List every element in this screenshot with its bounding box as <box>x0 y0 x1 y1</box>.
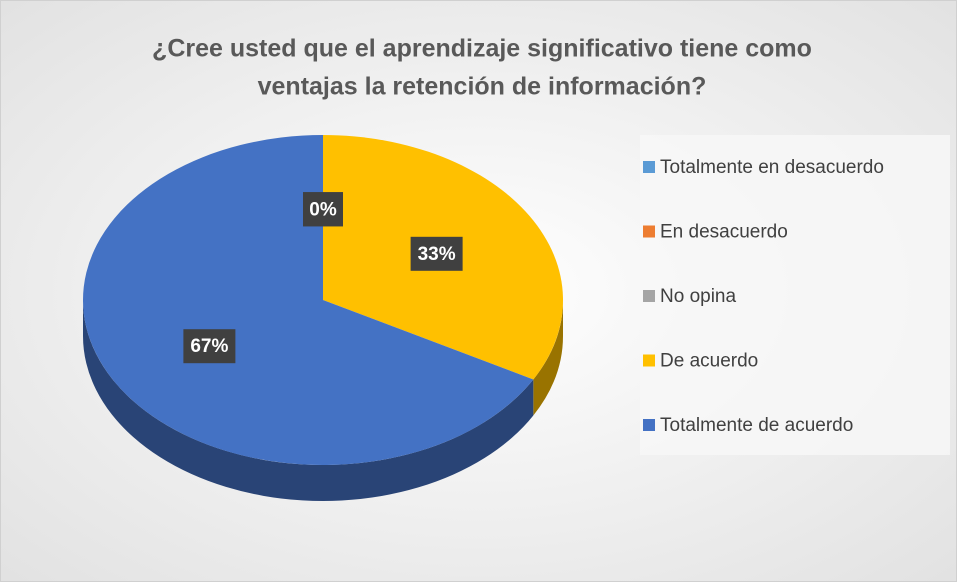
legend-swatch <box>643 225 655 238</box>
legend-swatch <box>643 419 655 431</box>
slice <box>83 135 534 465</box>
legend-swatch <box>643 354 655 367</box>
legend-swatch <box>643 290 655 302</box>
data-label-box <box>183 329 236 364</box>
legend-label: No opina <box>660 286 736 307</box>
legend-label: Totalmente en desacuerdo <box>660 157 884 178</box>
chart-title: ¿Cree usted que el aprendizaje significa… <box>152 35 812 63</box>
data-label: 0% <box>309 199 337 220</box>
data-label-box <box>410 236 463 271</box>
legend-box <box>640 135 950 455</box>
legend-swatch <box>643 161 655 173</box>
slice-side <box>83 300 534 501</box>
slice-side <box>533 300 563 416</box>
legend-label: En desacuerdo <box>660 222 788 243</box>
data-label-box <box>303 192 343 227</box>
legend-label: De acuerdo <box>660 351 758 372</box>
data-label: 33% <box>418 244 456 265</box>
legend-label: Totalmente de acuerdo <box>660 415 853 436</box>
chart-title: ventajas la retención de información? <box>258 73 707 101</box>
data-label: 67% <box>190 336 228 357</box>
